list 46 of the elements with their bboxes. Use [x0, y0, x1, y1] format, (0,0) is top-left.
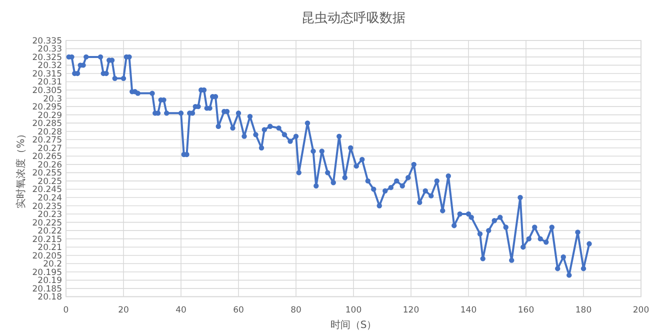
y-tick-label: 20.245 [32, 185, 62, 196]
x-tick-label: 140 [460, 306, 477, 316]
y-tick-label: 20.215 [32, 234, 62, 245]
y-tick-label: 20.225 [32, 218, 62, 228]
y-tick-label: 20.325 [32, 52, 62, 63]
chart-title: 昆虫动态呼吸数据 [302, 11, 406, 26]
y-tick-label: 20.33 [38, 44, 62, 55]
y-tick-label: 20.265 [32, 152, 62, 162]
y-tick-label: 20.305 [32, 86, 62, 96]
x-tick-label: 0 [63, 306, 69, 316]
y-tick-label: 20.19 [38, 276, 62, 286]
y-tick-label: 20.18 [38, 292, 62, 303]
x-tick-label: 200 [632, 306, 650, 316]
y-axis-title: 实时氧浓度（%） [15, 128, 27, 208]
x-tick-label: 100 [345, 306, 362, 316]
x-tick-label: 80 [290, 306, 302, 316]
x-axis-title: 时间（S） [330, 319, 377, 331]
x-tick-label: 20 [118, 306, 129, 316]
x-tick-label: 60 [233, 306, 244, 316]
y-tick-label: 20.25 [38, 176, 62, 187]
y-tick-label: 20.315 [32, 69, 62, 80]
y-tick-label: 20.22 [38, 226, 62, 237]
y-tick-label: 20.28 [38, 127, 62, 138]
x-tick-label: 180 [575, 306, 592, 316]
y-tick-label: 20.205 [32, 251, 62, 262]
y-tick-label: 20.2 [43, 260, 62, 270]
y-tick-label: 20.23 [38, 210, 62, 220]
y-tick-label: 20.21 [38, 243, 62, 254]
y-tick-label: 20.235 [32, 202, 62, 212]
x-tick-label: 120 [402, 306, 420, 316]
y-tick-label: 20.275 [32, 136, 62, 146]
y-tick-label: 20.31 [38, 78, 62, 88]
y-tick-label: 20.29 [38, 110, 62, 121]
y-tick-label: 20.335 [32, 36, 62, 46]
y-tick-label: 20.27 [38, 144, 62, 154]
y-tick-label: 20.185 [32, 284, 62, 294]
y-tick-label: 20.24 [38, 193, 62, 204]
y-tick-label: 20.195 [32, 268, 62, 278]
x-tick-label: 160 [518, 306, 534, 316]
y-tick-label: 20.295 [32, 102, 62, 113]
y-tick-label: 20.26 [38, 160, 62, 170]
y-tick-label: 20.32 [38, 61, 62, 72]
x-tick-label: 40 [176, 306, 186, 316]
y-tick-label: 20.285 [32, 119, 62, 130]
y-tick-label: 20.255 [32, 168, 62, 179]
y-tick-label: 20.3 [43, 94, 62, 104]
